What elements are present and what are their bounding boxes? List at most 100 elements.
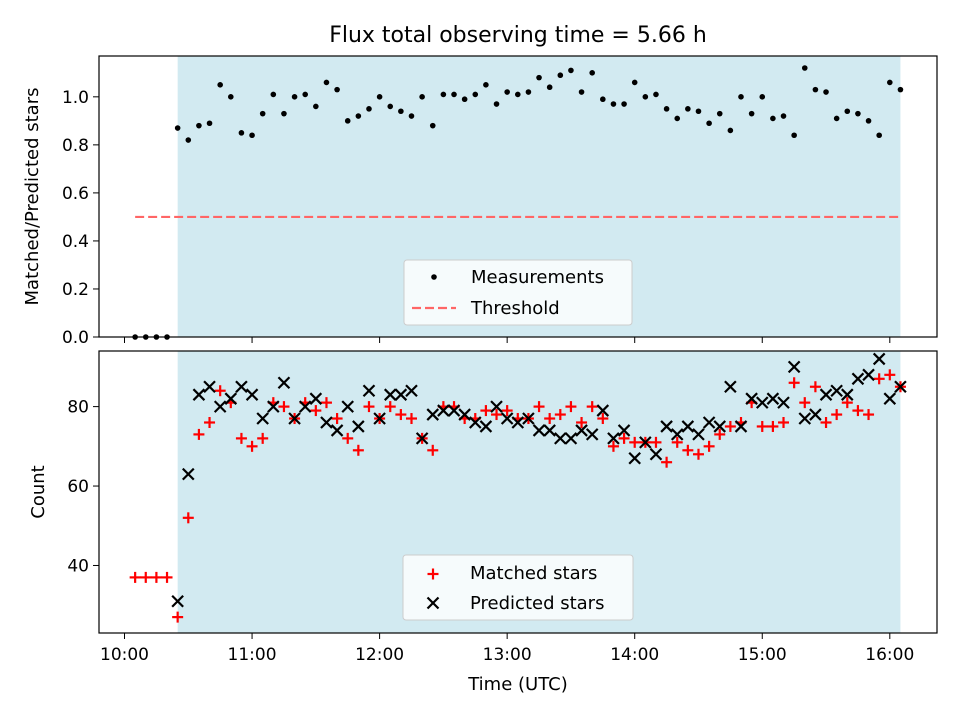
y-tick-label: 1.0: [62, 88, 89, 108]
x-tick-label: 16:00: [865, 645, 914, 665]
matched-star-point: [204, 416, 216, 428]
x-tick-label: 12:00: [355, 645, 404, 665]
predicted-star-point: [851, 372, 865, 386]
predicted-star-point: [256, 412, 269, 425]
x-tick-label: 15:00: [738, 645, 787, 665]
matched-star-point: [778, 416, 790, 428]
measurement-point: [589, 70, 595, 76]
cross-stroke: [649, 447, 663, 461]
measurement-point: [461, 96, 468, 103]
predicted-star-point: [862, 368, 875, 382]
matched-star-point: [852, 405, 864, 417]
predicted-star-point: [458, 408, 471, 421]
measurement-point: [281, 110, 287, 117]
matched-star-point: [320, 397, 332, 409]
measurement-point: [685, 106, 691, 112]
cross-stroke: [809, 408, 822, 421]
measurement-point: [302, 91, 309, 98]
measurement-point: [323, 79, 330, 86]
predicted-star-point: [628, 451, 641, 465]
predicted-star-point: [692, 428, 705, 441]
predicted-star-point: [809, 408, 822, 421]
measurement-point: [387, 103, 394, 110]
measurement-point: [440, 91, 447, 98]
cross-stroke: [755, 396, 769, 409]
cross-stroke: [670, 428, 684, 441]
predicted-star-point: [171, 594, 184, 608]
ratio-y-label: Matched/Predicted stars: [22, 88, 43, 306]
matched-star-point: [129, 571, 141, 583]
measurement-points: [132, 65, 904, 340]
cross-stroke: [585, 428, 599, 441]
cross-stroke: [298, 400, 312, 413]
predicted-star-points: [171, 352, 907, 608]
predicted-star-point: [320, 416, 333, 429]
matched-star-point: [278, 401, 290, 413]
measurement-point: [366, 106, 372, 112]
matched-star-point: [809, 381, 821, 393]
matched-star-point: [342, 432, 354, 444]
legend-plus: [427, 568, 439, 580]
count-x-ticks: 10:00 11:00 12:00 13:00 14:00 15:00 16:00: [100, 633, 914, 665]
legend-marker-measurements: [431, 274, 437, 280]
matched-star-point: [405, 413, 417, 425]
y-tick-label: 0.6: [62, 184, 89, 204]
cross-stroke: [894, 380, 907, 394]
predicted-star-point: [766, 392, 780, 405]
measurement-point: [833, 115, 840, 122]
matched-star-point: [692, 448, 704, 460]
measurement-point: [801, 65, 808, 71]
measurement-point: [716, 110, 723, 117]
cross-stroke: [235, 380, 248, 394]
predicted-star-point: [660, 420, 673, 433]
matched-star-point: [182, 512, 194, 524]
measurement-point: [663, 106, 670, 112]
measurement-point: [238, 130, 245, 136]
measurement-point: [451, 91, 457, 98]
matched-star-point: [427, 444, 439, 456]
matched-star-point: [841, 397, 853, 409]
legend-label-measurements: Measurements: [471, 267, 604, 288]
cross-stroke: [468, 416, 482, 429]
x-tick-label: 13:00: [483, 645, 532, 665]
predicted-star-point: [373, 412, 386, 425]
predicted-star-point: [415, 432, 429, 445]
predicted-star-point: [394, 388, 408, 401]
cross-stroke: [511, 416, 525, 429]
matched-star-point: [150, 571, 162, 583]
matched-star-point: [554, 409, 566, 421]
measurement-point: [887, 79, 893, 86]
measurement-point: [313, 103, 319, 110]
predicted-star-point: [681, 420, 695, 433]
matched-star-point: [480, 405, 492, 417]
measurement-point: [525, 89, 532, 95]
matched-star-point: [629, 436, 641, 448]
measurement-point: [748, 110, 755, 117]
cross-stroke: [405, 384, 418, 397]
measurement-point: [376, 94, 383, 100]
predicted-star-point: [352, 420, 365, 433]
measurement-point: [791, 132, 797, 139]
measurement-point: [823, 89, 829, 95]
measurement-point: [695, 108, 702, 115]
matched-star-point: [682, 444, 694, 456]
matched-star-point: [607, 440, 619, 452]
measurement-point: [472, 91, 479, 98]
ratio-legend: Measurements Threshold: [403, 259, 633, 326]
cross-stroke: [607, 432, 620, 445]
matched-star-point: [491, 409, 503, 421]
cross-stroke: [798, 412, 812, 425]
cross-stroke: [458, 408, 471, 421]
count-y-label: Count: [28, 465, 49, 518]
measurement-point: [855, 110, 861, 117]
cross-stroke: [692, 428, 705, 441]
predicted-star-point: [649, 447, 663, 461]
cross-stroke: [617, 424, 631, 437]
matched-star-point: [650, 436, 662, 448]
matched-star-point: [310, 405, 322, 417]
measurement-point: [504, 89, 510, 95]
measurement-point: [706, 120, 712, 127]
measurement-point: [631, 79, 638, 86]
cross-stroke: [373, 412, 386, 425]
y-tick-label: 80: [67, 398, 89, 418]
